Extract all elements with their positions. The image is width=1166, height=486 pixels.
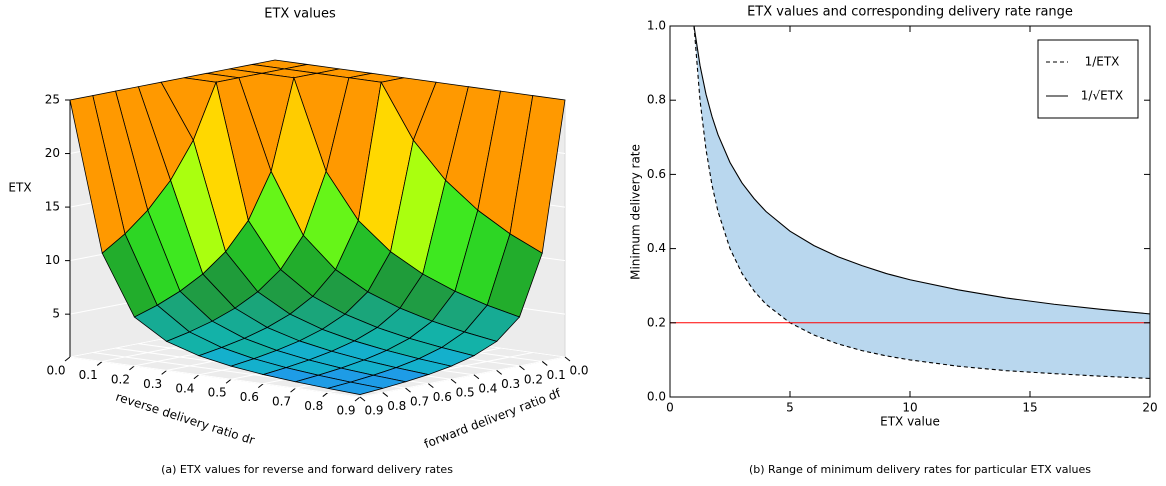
caption: (a) ETX values for reverse and forward d… <box>161 463 453 476</box>
x-tick-label: 0.7 <box>272 395 291 409</box>
caption: (b) Range of minimum delivery rates for … <box>749 463 1091 476</box>
x-tick <box>290 387 296 393</box>
y-tick <box>541 361 548 366</box>
y-tick <box>359 396 366 402</box>
y-tick-label: 0.5 <box>456 386 475 400</box>
legend-label: 1/√ETX <box>1081 89 1123 103</box>
y-tick-label: 0.8 <box>387 399 406 413</box>
x-tick <box>129 365 135 371</box>
y-tick <box>405 387 411 393</box>
range-fill <box>694 26 1150 379</box>
z-tick-label: 15 <box>45 200 60 214</box>
chart-title: ETX values and corresponding delivery ra… <box>747 5 1073 20</box>
x-tick-label: 0.9 <box>336 404 355 418</box>
x-tick-label: 0.2 <box>111 372 130 386</box>
y-tick-label: 0.2 <box>524 372 543 386</box>
y-tick-label: 0.6 <box>647 167 666 181</box>
x-tick-label: 0.8 <box>304 399 323 413</box>
x-tick <box>258 383 264 389</box>
y-tick-label: 0.1 <box>547 368 566 382</box>
x-tick <box>354 396 361 402</box>
y-tick <box>382 392 389 397</box>
y-tick <box>428 383 434 389</box>
x-tick <box>322 392 329 397</box>
x-tick-label: 15 <box>1022 401 1037 415</box>
x-tick-label: 10 <box>902 401 917 415</box>
y-tick <box>473 374 480 380</box>
y-tick-label: 0.0 <box>647 390 666 404</box>
y-axis-label: Minimum delivery rate <box>629 144 643 280</box>
grid-line <box>69 356 361 398</box>
x-axis-label: ETX value <box>880 415 940 429</box>
y-tick-label: 0.0 <box>569 364 588 378</box>
y-tick-label: 0.4 <box>647 241 666 255</box>
z-tick-label: 5 <box>52 307 60 321</box>
x-axis-label: reverse delivery ratio dr <box>114 390 256 448</box>
y-tick <box>519 365 525 371</box>
line <box>693 25 1151 315</box>
x-tick-label: 5 <box>786 401 794 415</box>
y-tick-label: 0.8 <box>647 93 666 107</box>
y-tick-label: 1.0 <box>647 19 666 33</box>
grid-line <box>359 356 566 398</box>
y-tick <box>564 356 571 362</box>
z-tick-label: 10 <box>45 253 60 267</box>
surface-face <box>327 381 383 395</box>
x-tick-label: 0.6 <box>240 390 259 404</box>
x-tick-label: 0 <box>666 401 674 415</box>
y-tick-label: 0.4 <box>478 381 497 395</box>
y-tick-label: 0.6 <box>433 390 452 404</box>
y-tick <box>450 378 457 384</box>
x-tick-label: 0.5 <box>208 386 227 400</box>
y-tick-label: 0.2 <box>647 315 666 329</box>
z-axis-label: ETX <box>8 181 31 195</box>
line <box>693 25 1151 379</box>
y-tick-label: 0.3 <box>501 377 520 391</box>
legend-label: 1/ETX <box>1085 55 1120 69</box>
y-tick <box>496 369 502 375</box>
legend-box <box>1037 39 1139 119</box>
x-tick-label: 0.1 <box>79 368 98 382</box>
x-tick <box>64 356 71 362</box>
x-tick <box>161 369 167 375</box>
z-tick-label: 25 <box>45 93 60 107</box>
x-tick-label: 0.0 <box>46 364 65 378</box>
x-tick <box>193 374 200 380</box>
x-tick-label: 0.4 <box>175 381 194 395</box>
x-tick <box>96 361 103 366</box>
z-tick-label: 20 <box>45 146 60 160</box>
x-tick-label: 0.3 <box>143 377 162 391</box>
y-tick-label: 0.9 <box>364 404 383 418</box>
y-tick-label: 0.7 <box>410 395 429 409</box>
x-tick-label: 20 <box>1142 401 1157 415</box>
chart-title: ETX values <box>264 7 336 22</box>
x-tick <box>225 378 232 384</box>
